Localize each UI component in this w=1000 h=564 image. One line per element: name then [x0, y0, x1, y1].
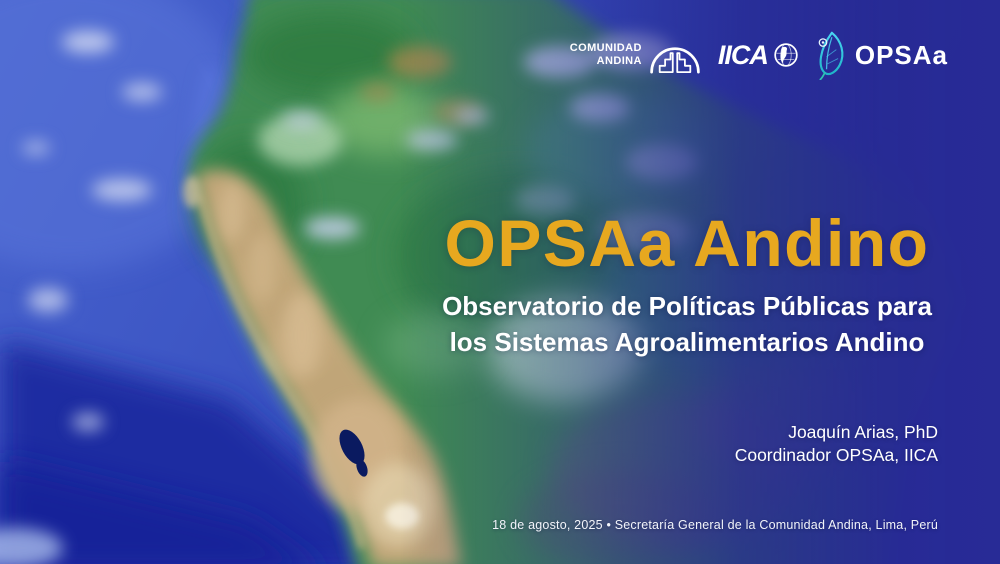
comunidad-andina-wordmark: COMUNIDAD ANDINA [569, 42, 642, 67]
slide-title: OPSAa Andino [444, 206, 930, 280]
subtitle-line-1: Observatorio de Políticas Públicas para [442, 291, 932, 321]
author-role: Coordinador OPSAa, IICA [734, 445, 938, 465]
subtitle-line-2: los Sistemas Agroalimentarios Andino [449, 327, 925, 357]
iica-wordmark: IICA [717, 39, 769, 70]
opsaa-logo: OPSAa [815, 30, 948, 80]
comunidad-andina-logo: COMUNIDAD ANDINA [570, 36, 702, 74]
leaf-icon [818, 31, 844, 80]
opsaa-wordmark: OPSAa [854, 39, 948, 70]
arch-steps-icon [650, 47, 700, 74]
slide-subtitle: Observatorio de Políticas Públicas para … [432, 288, 942, 360]
logo-row: COMUNIDAD ANDINA IICA [570, 30, 948, 80]
iica-logo: IICA [718, 40, 799, 71]
title-block: OPSAa Andino Observatorio de Políticas P… [432, 210, 942, 360]
author-name: Joaquín Arias, PhD [788, 422, 938, 442]
globe-americas-icon [774, 43, 798, 67]
author-block: Joaquín Arias, PhD Coordinador OPSAa, II… [735, 421, 938, 467]
event-footer: 18 de agosto, 2025 • Secretaría General … [492, 518, 938, 532]
